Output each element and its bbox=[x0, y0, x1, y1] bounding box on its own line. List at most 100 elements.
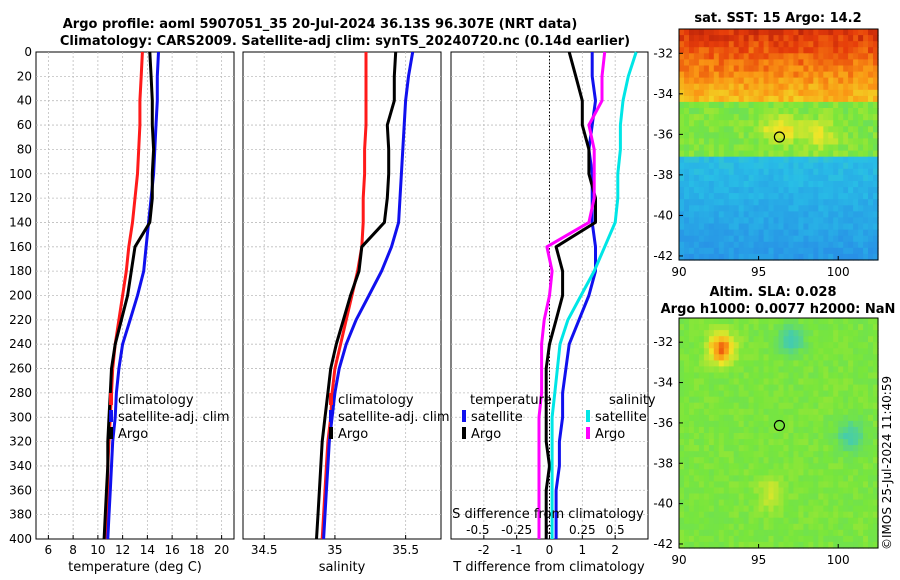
map-cell bbox=[838, 253, 844, 261]
map-cell bbox=[708, 475, 715, 483]
map-cell bbox=[679, 517, 685, 525]
map-cell bbox=[758, 469, 765, 476]
map-cell bbox=[863, 469, 869, 476]
map-cell bbox=[818, 378, 824, 386]
map-cell bbox=[863, 247, 869, 255]
map-cell bbox=[693, 89, 700, 97]
map-cell bbox=[853, 168, 859, 176]
map-cell bbox=[798, 445, 804, 452]
map-cell bbox=[853, 523, 859, 531]
map-cell bbox=[738, 318, 745, 325]
map-cell bbox=[808, 318, 814, 325]
map-cell bbox=[853, 324, 859, 331]
map-cell bbox=[773, 324, 780, 331]
map-cell bbox=[843, 95, 849, 103]
map-cell bbox=[703, 156, 710, 164]
map-cell bbox=[753, 247, 760, 255]
map-cell bbox=[783, 95, 790, 103]
map-cell bbox=[853, 535, 859, 543]
map-cell bbox=[733, 132, 740, 139]
map-cell bbox=[763, 469, 770, 476]
map-cell bbox=[803, 59, 809, 67]
map-cell bbox=[748, 138, 755, 146]
map-cell bbox=[833, 229, 839, 237]
map-cell bbox=[753, 65, 760, 73]
map-cell bbox=[713, 372, 720, 380]
map-cell bbox=[723, 83, 730, 91]
map-cell bbox=[758, 360, 765, 368]
map-cell bbox=[708, 89, 715, 97]
map-cell bbox=[698, 390, 705, 398]
map-cell bbox=[778, 65, 785, 73]
map-cell bbox=[858, 511, 864, 519]
map-cell bbox=[723, 445, 730, 452]
map-cell bbox=[788, 523, 795, 531]
map-cell bbox=[703, 241, 710, 249]
map-cell bbox=[728, 199, 735, 206]
map-cell bbox=[873, 223, 879, 231]
map-cell bbox=[698, 132, 705, 139]
map-cell bbox=[828, 144, 834, 152]
map-cell bbox=[728, 168, 735, 176]
map-cell bbox=[679, 408, 685, 416]
map-cell bbox=[873, 253, 879, 261]
map-cell bbox=[773, 408, 780, 416]
map-cell bbox=[773, 499, 780, 507]
map-cell bbox=[813, 384, 819, 392]
map-cell bbox=[773, 211, 780, 219]
map-cell bbox=[738, 120, 745, 127]
map-cell bbox=[693, 114, 700, 121]
map-cell bbox=[798, 366, 804, 374]
map-cell bbox=[758, 330, 765, 337]
map-cell bbox=[743, 439, 750, 446]
map-cell bbox=[758, 193, 765, 200]
map-cell bbox=[679, 229, 685, 237]
map-cell bbox=[773, 156, 780, 164]
map-cell bbox=[873, 517, 879, 525]
depth-tick-label: 180 bbox=[9, 264, 32, 278]
map-cell bbox=[868, 342, 874, 349]
map-cell bbox=[758, 47, 765, 54]
map-cell bbox=[713, 53, 720, 60]
map-cell bbox=[873, 83, 879, 91]
map-cell bbox=[838, 205, 844, 212]
map-cell bbox=[728, 529, 735, 537]
map-cell bbox=[689, 205, 695, 212]
map-cell bbox=[703, 420, 710, 428]
map-cell bbox=[733, 396, 740, 404]
map-cell bbox=[853, 77, 859, 85]
map-cell bbox=[843, 101, 849, 109]
map-cell bbox=[808, 511, 814, 519]
map-cell bbox=[743, 493, 750, 501]
map-cell bbox=[873, 487, 879, 495]
map-cell bbox=[868, 217, 874, 225]
map-cell bbox=[703, 433, 710, 440]
map-cell bbox=[743, 414, 750, 422]
map-cell bbox=[793, 408, 799, 416]
map-cell bbox=[858, 493, 864, 501]
map-x-tick-label: 100 bbox=[827, 265, 850, 279]
map-cell bbox=[698, 426, 705, 434]
map-cell bbox=[768, 493, 775, 501]
map-cell bbox=[738, 41, 745, 48]
map-cell bbox=[728, 101, 735, 109]
map-cell bbox=[868, 487, 874, 495]
map-cell bbox=[693, 463, 700, 470]
map-cell bbox=[823, 223, 829, 231]
map-cell bbox=[689, 223, 695, 231]
map-cell bbox=[848, 469, 854, 476]
map-cell bbox=[783, 35, 790, 42]
map-cell bbox=[788, 541, 795, 549]
map-cell bbox=[684, 217, 690, 225]
map-cell bbox=[733, 360, 740, 368]
map-cell bbox=[689, 29, 695, 36]
map-cell bbox=[808, 336, 814, 343]
map-cell bbox=[708, 499, 715, 507]
map-cell bbox=[848, 193, 854, 200]
map-cell bbox=[713, 241, 720, 249]
map-cell bbox=[723, 235, 730, 243]
map-cell bbox=[808, 408, 814, 416]
map-cell bbox=[843, 59, 849, 67]
map-cell bbox=[708, 65, 715, 73]
map-cell bbox=[708, 378, 715, 386]
